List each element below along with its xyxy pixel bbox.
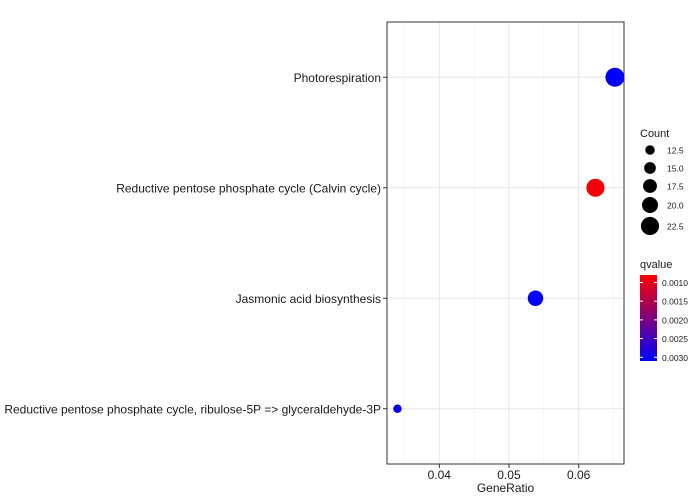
data-point: [586, 178, 605, 197]
size-legend-key: [643, 179, 657, 193]
size-legend-label: 15.0: [667, 164, 684, 174]
y-tick-label: Jasmonic acid biosynthesis: [236, 292, 381, 306]
colorbar-label: 0.0025: [662, 334, 688, 344]
y-tick-label: Photorespiration: [294, 71, 381, 85]
x-tick-label: 0.04: [428, 468, 452, 482]
plot-panel: [387, 22, 624, 464]
size-legend-title: Count: [640, 128, 669, 140]
qvalue-colorbar: [640, 275, 657, 361]
size-legend-label: 22.5: [667, 222, 684, 232]
size-legend-key: [640, 216, 660, 236]
size-legend-label: 12.5: [667, 146, 684, 156]
data-point: [527, 290, 544, 306]
size-legend-label: 17.5: [667, 182, 684, 192]
x-tick-label: 0.05: [497, 468, 521, 482]
colorbar-label: 0.0015: [662, 297, 688, 307]
colorbar-label: 0.0010: [662, 278, 688, 288]
colorbar-label: 0.0020: [662, 315, 688, 325]
data-point: [393, 404, 402, 413]
y-tick-label: Reductive pentose phosphate cycle, ribul…: [4, 402, 381, 416]
y-tick-label: Reductive pentose phosphate cycle (Calvi…: [116, 181, 381, 195]
size-legend-key: [645, 145, 655, 155]
x-tick-label: 0.06: [567, 468, 591, 482]
plot-border: [386, 21, 625, 465]
size-legend-key: [644, 162, 656, 174]
x-axis-label: GeneRatio: [477, 481, 535, 495]
size-legend-label: 20.0: [667, 201, 684, 211]
data-point: [605, 67, 625, 87]
colorbar-label: 0.0030: [662, 353, 688, 363]
size-legend-key: [641, 196, 659, 214]
color-legend-title: qvalue: [640, 259, 672, 271]
